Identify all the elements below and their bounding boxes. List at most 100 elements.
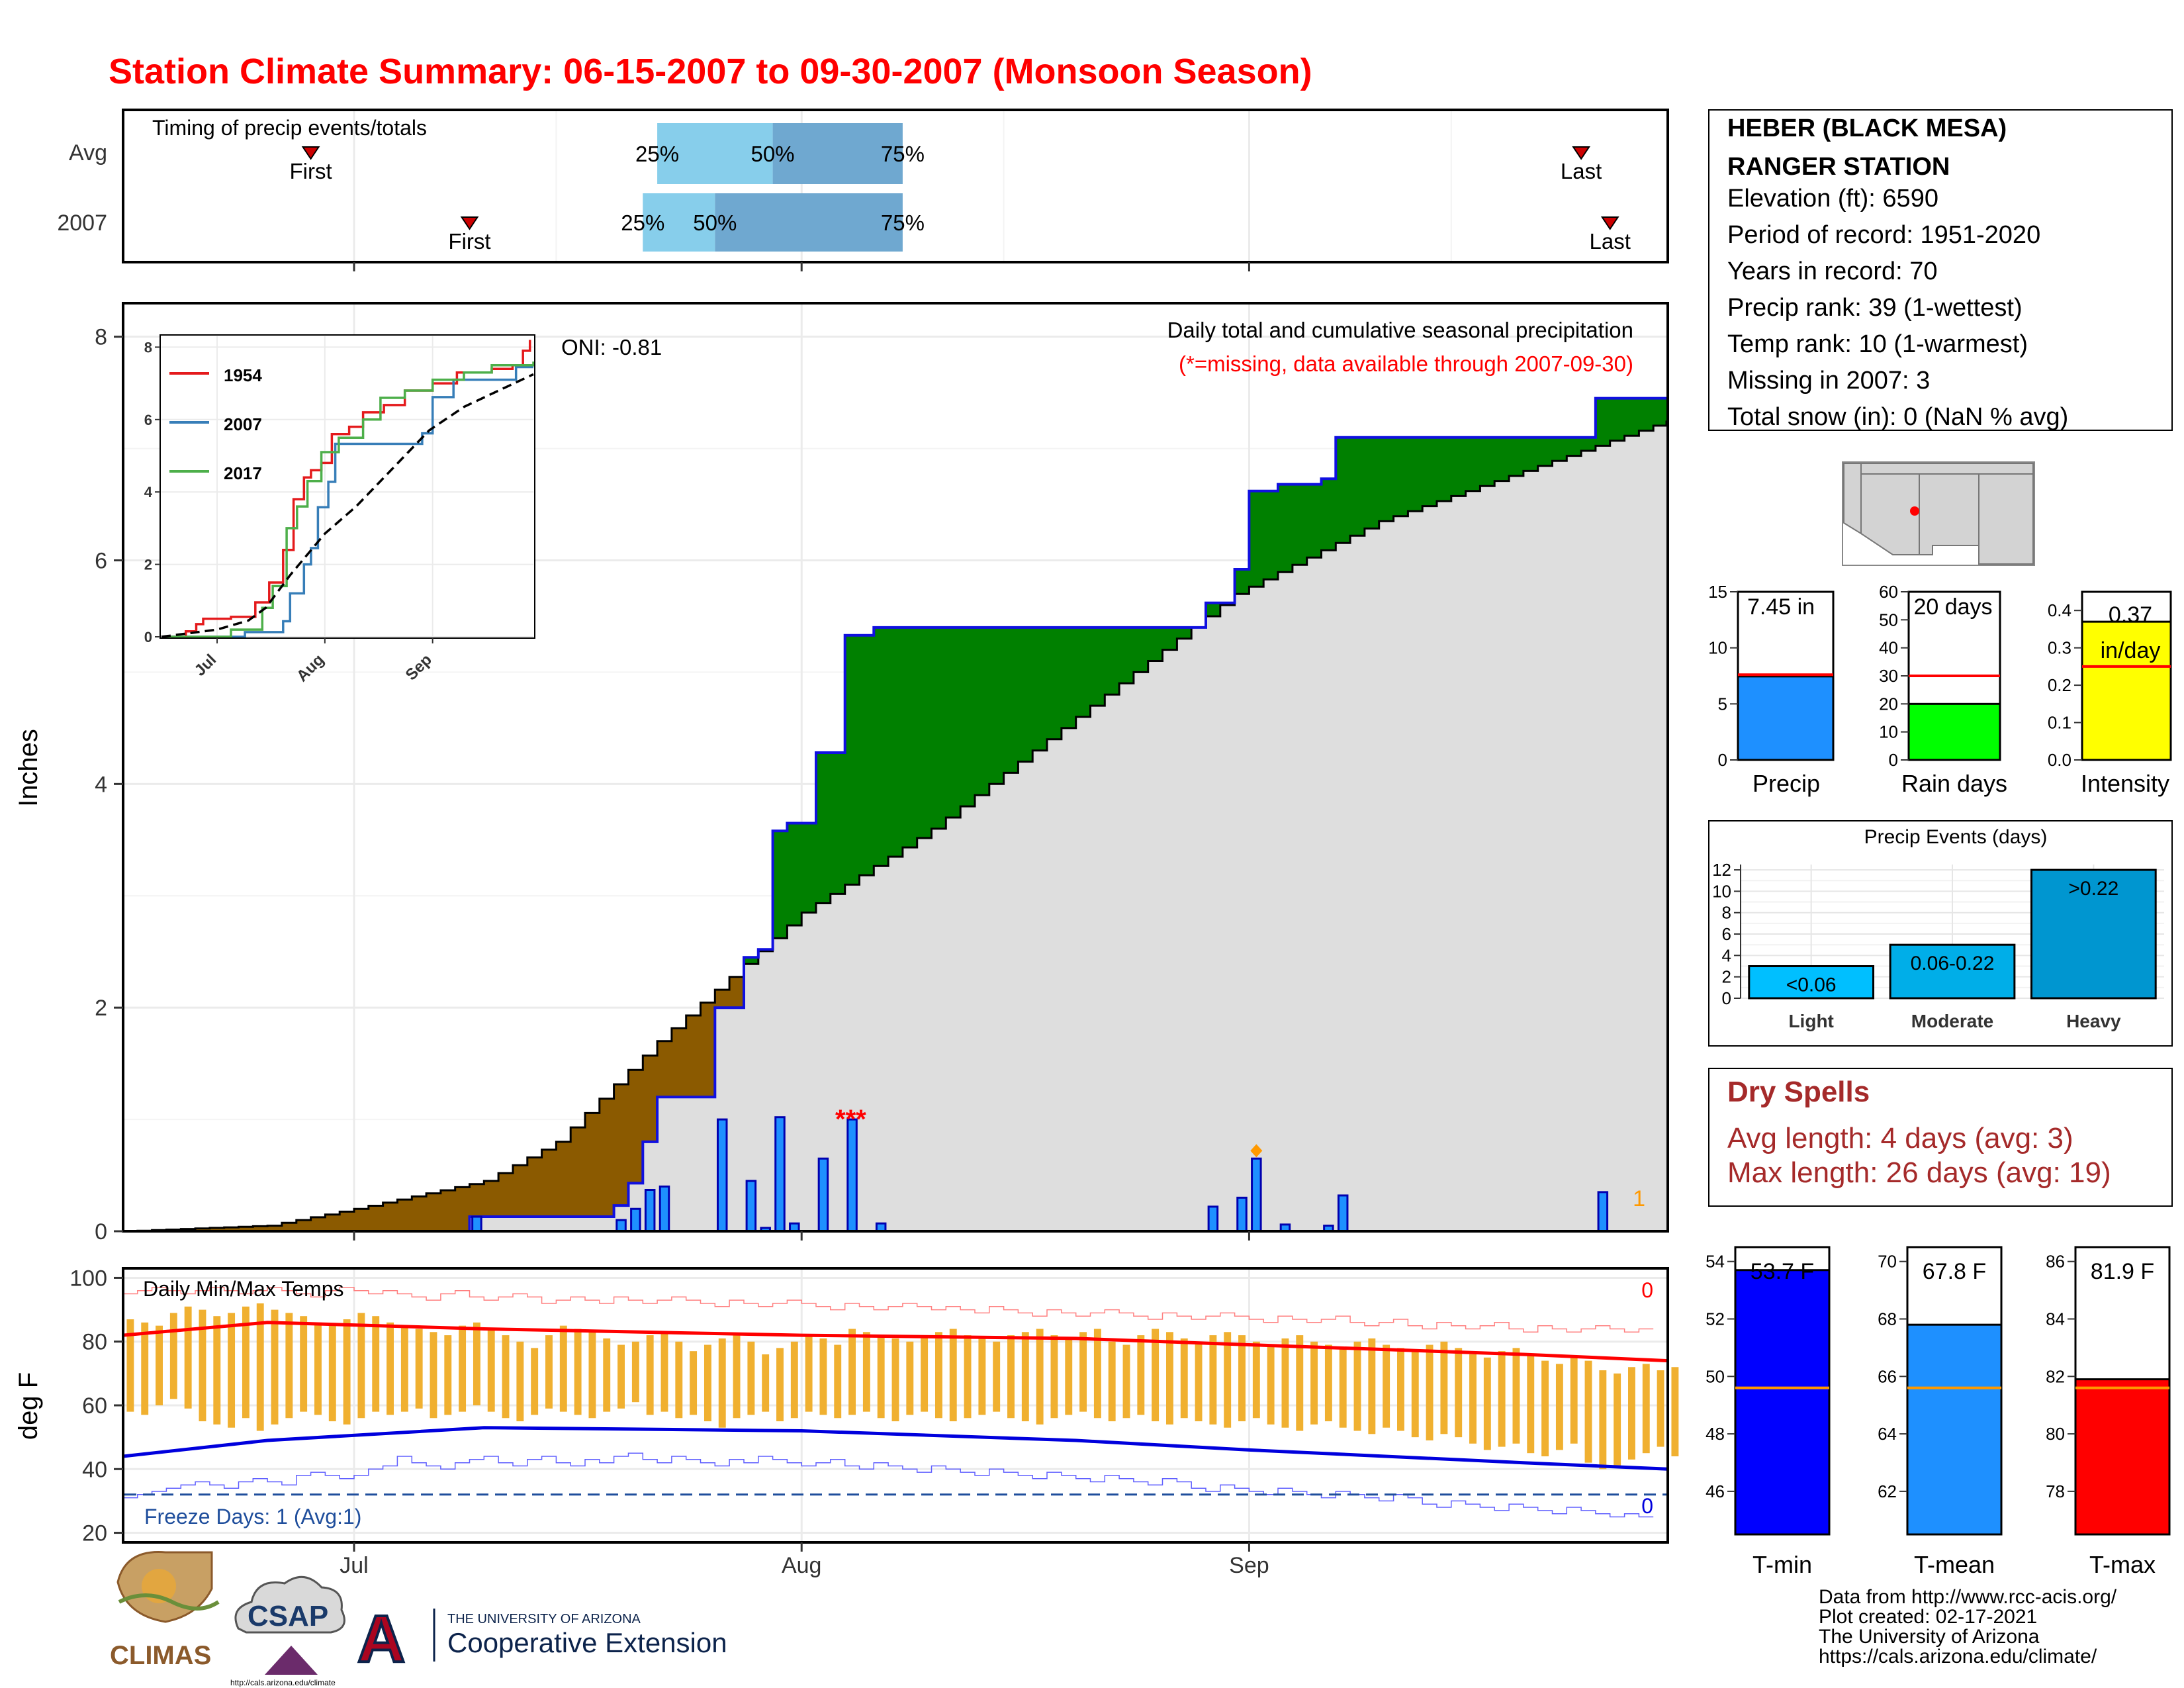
daily-temp-bar: [1252, 1341, 1260, 1419]
csap-url: http://cals.arizona.edu/climate: [230, 1678, 336, 1687]
daily-temp-bar: [169, 1313, 177, 1399]
daily-precip-bar: [846, 1118, 858, 1233]
daily-temp-bar: [1339, 1348, 1347, 1428]
timing-obs-q25-label: 25%: [621, 211, 664, 235]
timing-avg-q25-label: 25%: [635, 142, 679, 166]
events-x-label: Moderate: [1911, 1011, 1993, 1031]
locator-map: [1842, 461, 2035, 566]
daily-temp-bar: [1541, 1360, 1549, 1457]
mini-chart-raindays: 0 10 20 30 40 50 60: [1879, 582, 2001, 770]
daily-temp-bar: [256, 1303, 264, 1431]
ua-small-text: THE UNIVERSITY OF ARIZONA: [447, 1612, 641, 1626]
mini-tmean-tick-label: 66: [1878, 1366, 1897, 1386]
events-y-tick-label: 0: [1722, 988, 1731, 1008]
daily-temp-bar: [1440, 1341, 1448, 1434]
mini-tmin-tick-label: 46: [1706, 1481, 1725, 1501]
mini-tmin-value: 53.7 F: [1751, 1259, 1814, 1284]
inset-legend: 1954 2007 2017: [169, 365, 262, 483]
mini-intensity-label: Intensity: [2081, 770, 2169, 797]
mini-chart-tmean: 62 64 66 68 70: [1878, 1246, 2003, 1536]
temp-y-axis: 20 40 60 80 100: [69, 1266, 1250, 1552]
missing-marker: ***: [835, 1105, 866, 1134]
precip-y-tick-label: 6: [95, 549, 107, 574]
mini-tmean-tick-label: 64: [1878, 1424, 1897, 1444]
station-box-frame: [1708, 109, 2173, 431]
daily-temp-bar: [400, 1325, 408, 1412]
mini-intensity-tick-label: 0.4: [2048, 600, 2071, 620]
map-west: [1843, 463, 1862, 535]
station-info-box: HEBER (BLACK MESA) RANGER STATION Elevat…: [1708, 109, 2173, 431]
timing-markers: 25% 50% 75% First Last 25% 50% 75% First Last: [289, 142, 1630, 254]
daily-temp-bar: [516, 1341, 524, 1422]
daily-temp-bar: [1426, 1344, 1433, 1440]
daily-temp-bar: [459, 1325, 467, 1412]
daily-temp-bar: [776, 1348, 784, 1422]
mini-chart-precip: 0 5 10 15: [1708, 582, 1835, 770]
month-label: Aug: [782, 1553, 822, 1578]
mini-precip-label: Precip: [1752, 770, 1820, 797]
daily-temp-bar: [993, 1341, 1001, 1412]
timing-obs-last-marker: [1600, 216, 1619, 230]
ua-logo: A THE UNIVERSITY OF ARIZONA Cooperative …: [356, 1601, 727, 1677]
mini-intensity-tick-label: 0.3: [2048, 638, 2071, 658]
mini-intensity-tick-label: 0.1: [2048, 713, 2071, 733]
precip-events-chart: Precip Events (days) <0.06 Light 0.06-0.22…: [1708, 820, 2173, 1047]
events-bar-label: >0.22: [2068, 878, 2118, 900]
station-missing: Missing in 2007: 3: [1727, 367, 1930, 395]
daily-temp-bar: [733, 1335, 741, 1419]
dry-spells-max: Max length: 26 days (avg: 19): [1727, 1156, 2111, 1189]
timing-2007-interquartile-bar: [643, 193, 715, 252]
daily-temp-bar: [1527, 1354, 1535, 1454]
daily-temp-bar: [126, 1319, 134, 1412]
daily-temp-bar: [934, 1332, 942, 1419]
dry-spells-avg: Avg length: 4 days (avg: 3): [1727, 1122, 2073, 1154]
timing-row-2007: 2007: [57, 211, 107, 236]
daily-temp-bar: [343, 1319, 351, 1425]
temp-y-tick-label: 100: [69, 1266, 107, 1291]
daily-temp-bar: [228, 1313, 236, 1428]
daily-temp-bar: [660, 1332, 668, 1412]
daily-temp-bar: [1224, 1332, 1232, 1428]
daily-temp-bar: [487, 1329, 495, 1412]
daily-temp-bar: [430, 1332, 437, 1419]
dry-spells-box: Dry Spells Avg length: 4 days (avg: 3) M…: [1708, 1068, 2173, 1207]
daily-temp-bar: [444, 1335, 452, 1415]
daily-temp-bar: [271, 1309, 279, 1425]
daily-temp-bar: [1498, 1351, 1506, 1447]
daily-temp-bar: [1368, 1338, 1376, 1434]
footer-line-3: The University of Arizona: [1819, 1626, 2040, 1648]
daily-temp-bar: [574, 1329, 582, 1415]
inset-x-tick-label: Aug: [293, 651, 328, 685]
map-north: [1860, 463, 2034, 475]
mini-intensity-tick-label: 0.0: [2048, 750, 2071, 770]
mini-precip-tick-label: 10: [1708, 638, 1727, 658]
daily-temp-bar: [1108, 1341, 1116, 1422]
mini-tmax-tick-label: 80: [2046, 1424, 2065, 1444]
daily-precip-bar: [745, 1180, 757, 1233]
daily-precip-bar: [1251, 1157, 1262, 1233]
events-bar-heavy: [2030, 868, 2157, 1000]
temp-y-tick-label: 80: [82, 1330, 107, 1355]
daily-temp-bar: [300, 1316, 308, 1412]
daily-temp-bar: [1296, 1335, 1304, 1431]
timing-avg-interquartile-bar: [657, 123, 773, 184]
events-title: Precip Events (days): [1864, 826, 2048, 848]
diamond-marker: [1250, 1144, 1263, 1158]
daily-temp-bar: [1093, 1329, 1101, 1419]
map-east: [1978, 473, 2034, 565]
daily-temp-bar: [199, 1309, 206, 1422]
mini-raindays-tick-label: 20: [1879, 694, 1898, 714]
daily-precip-bar: [817, 1157, 829, 1233]
daily-temp-bar: [617, 1344, 625, 1409]
daily-temp-bar: [285, 1313, 293, 1419]
station-name-line1: HEBER (BLACK MESA): [1727, 115, 2007, 142]
mini-precip-tick-label: 0: [1718, 750, 1727, 770]
mini-tmean-value: 67.8 F: [1923, 1259, 1986, 1284]
timing-avg-last-marker: [1572, 146, 1590, 160]
daily-precip-bars: [471, 1116, 1609, 1233]
temp-y-tick-label: 40: [82, 1457, 107, 1482]
station-temp-rank: Temp rank: 10 (1-warmest): [1727, 330, 2028, 358]
daily-precip-bar: [471, 1215, 482, 1233]
events-x-label: Light: [1788, 1011, 1833, 1031]
events-y-tick-label: 4: [1722, 945, 1731, 965]
